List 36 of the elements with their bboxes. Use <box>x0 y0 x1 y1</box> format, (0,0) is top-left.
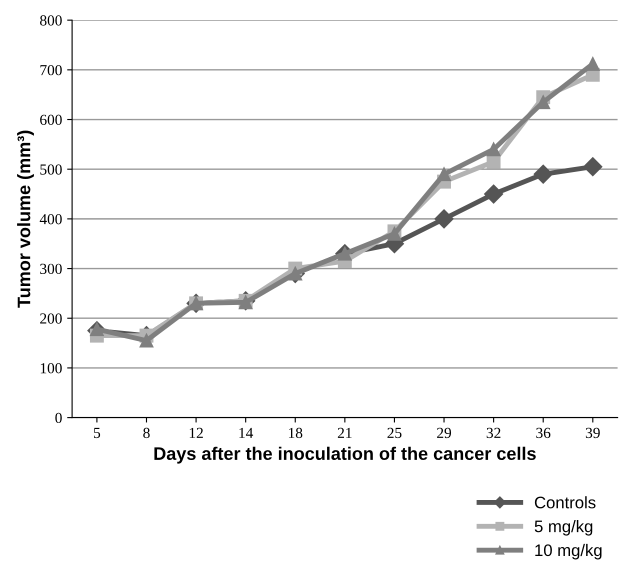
y-tick-label: 300 <box>40 264 62 274</box>
x-tick-label: 18 <box>288 428 302 438</box>
y-tick-label: 800 <box>40 15 62 26</box>
point <box>586 56 600 71</box>
y-axis-title: Tumor volume (mm³) <box>17 130 34 308</box>
point <box>434 209 454 228</box>
x-tick-label: 8 <box>143 428 150 438</box>
y-tick-label: 0 <box>55 412 62 424</box>
x-tick-label: 14 <box>239 428 254 438</box>
legend-label: 5 mg/kg <box>534 520 592 536</box>
point <box>583 157 602 176</box>
x-tick-label: 12 <box>190 428 203 438</box>
y-tick-label: 500 <box>40 164 62 175</box>
point <box>288 266 302 280</box>
y-tick-label: 700 <box>40 64 62 76</box>
legend-label: 10 mg/kg <box>535 544 602 560</box>
point <box>90 322 104 336</box>
y-tick-label: 400 <box>40 214 62 224</box>
point <box>387 226 402 241</box>
point <box>534 164 553 184</box>
x-tick-label: 21 <box>338 428 352 438</box>
point <box>437 167 451 182</box>
point <box>484 184 504 204</box>
y-tick-label: 600 <box>40 114 62 125</box>
point <box>486 142 501 156</box>
x-axis-title: Days after the inoculation of the cancer cells <box>154 446 536 464</box>
x-tick-label: 32 <box>486 428 500 438</box>
y-tick-label: 100 <box>40 363 62 374</box>
y-tick-label: 200 <box>40 313 62 324</box>
x-tick-label: 29 <box>437 428 452 438</box>
legend-label: Controls <box>534 496 596 508</box>
x-tick-label: 39 <box>586 428 600 438</box>
point <box>140 334 154 348</box>
x-tick-label: 36 <box>536 428 550 438</box>
x-tick-label: 5 <box>94 428 100 438</box>
x-tick-label: 25 <box>387 428 402 438</box>
